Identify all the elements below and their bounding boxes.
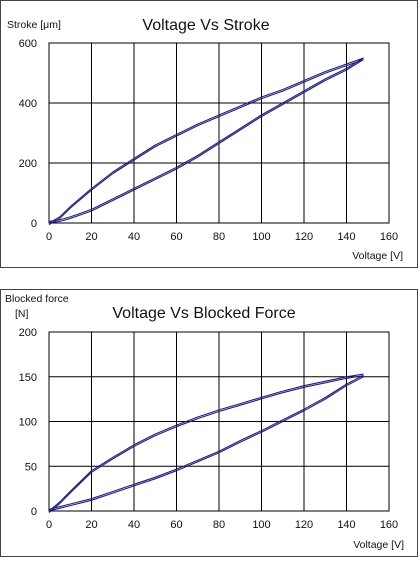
y-tick-label: 50 xyxy=(25,461,37,473)
series-line-falling xyxy=(48,373,364,512)
x-tick-label: 20 xyxy=(85,231,97,243)
y-tick-label: 200 xyxy=(19,327,37,339)
y-axis-label-line1: Blocked force xyxy=(5,293,69,305)
series-line-rising-trace2 xyxy=(48,57,364,222)
x-tick-label: 120 xyxy=(295,519,313,531)
x-tick-label: 0 xyxy=(46,519,52,531)
x-tick-label: 140 xyxy=(337,519,355,531)
series-line-rising xyxy=(48,376,364,512)
y-axis-label: Stroke [μm] xyxy=(7,19,61,31)
y-tick-label: 600 xyxy=(19,38,37,50)
plot-area-frame xyxy=(48,42,390,224)
x-tick-label: 80 xyxy=(213,231,225,243)
x-tick-label: 60 xyxy=(170,231,182,243)
x-tick-label: 120 xyxy=(295,231,313,243)
series-line-falling xyxy=(48,57,364,224)
x-tick-label: 80 xyxy=(213,519,225,531)
y-axis-label-line2: [N] xyxy=(15,308,29,320)
x-tick-label: 100 xyxy=(252,231,270,243)
series-line-falling-trace2 xyxy=(48,59,364,226)
y-tick-label: 200 xyxy=(19,158,37,170)
x-tick-label: 160 xyxy=(380,519,398,531)
series-line-rising-trace2 xyxy=(48,374,364,510)
x-tick-label: 60 xyxy=(170,519,182,531)
y-tick-label: 0 xyxy=(31,218,37,230)
x-tick-label: 100 xyxy=(252,519,270,531)
x-axis-label: Voltage [V] xyxy=(352,250,403,262)
series-line-rising xyxy=(48,59,364,224)
stroke-chart-panel: Voltage Vs Stroke Stroke [μm] Voltage [V… xyxy=(0,0,418,268)
x-tick-label: 20 xyxy=(85,519,97,531)
plot-area-frame xyxy=(48,331,390,512)
y-tick-label: 0 xyxy=(31,506,37,518)
x-tick-label: 0 xyxy=(46,231,52,243)
x-tick-label: 140 xyxy=(337,231,355,243)
y-tick-label: 400 xyxy=(19,98,37,110)
y-tick-label: 150 xyxy=(19,372,37,384)
x-tick-label: 160 xyxy=(380,231,398,243)
chart-title: Voltage Vs Stroke xyxy=(142,17,269,34)
y-tick-label: 100 xyxy=(19,417,37,429)
x-axis-label: Voltage [V] xyxy=(353,539,404,551)
x-tick-label: 40 xyxy=(128,519,140,531)
blocked-force-chart: Voltage Vs Blocked Force Blocked force [… xyxy=(5,293,404,551)
series-line-falling-trace2 xyxy=(48,375,364,514)
chart-title: Voltage Vs Blocked Force xyxy=(112,305,295,322)
blocked-force-chart-panel: Voltage Vs Blocked Force Blocked force [… xyxy=(0,289,418,557)
stroke-chart: Voltage Vs Stroke Stroke [μm] Voltage [V… xyxy=(7,17,403,262)
x-tick-label: 40 xyxy=(128,231,140,243)
